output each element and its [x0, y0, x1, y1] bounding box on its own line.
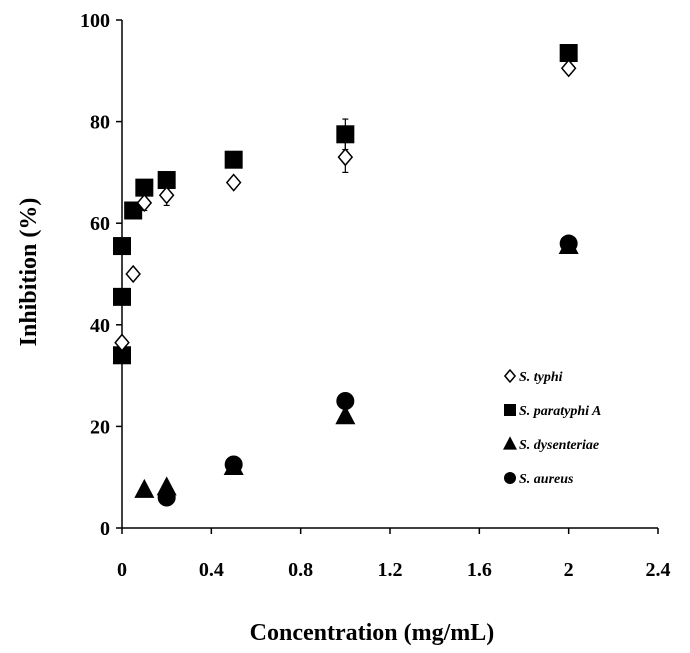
data-point	[125, 264, 141, 284]
y-tick-label: 80	[90, 112, 110, 134]
data-point	[136, 193, 153, 213]
data-point	[157, 171, 176, 190]
series-filled-circle	[157, 234, 578, 507]
data-point	[113, 287, 131, 306]
y-tick-label: 100	[80, 10, 110, 32]
data-marks	[113, 44, 579, 507]
series-filled-square	[113, 44, 578, 365]
data-point	[135, 178, 154, 197]
x-tick-label: 1.6	[467, 559, 492, 581]
data-point	[560, 59, 577, 78]
x-axis-title: Concentration (mg/mL)	[250, 620, 495, 646]
y-tick-label: 0	[100, 518, 110, 540]
data-point	[336, 392, 355, 410]
series-filled-triangle	[134, 235, 579, 498]
data-point	[113, 237, 131, 256]
data-point	[559, 234, 578, 253]
x-tick-label: 0.8	[288, 559, 313, 581]
legend-marker	[504, 472, 516, 484]
legend-label: S. aureus	[519, 472, 574, 487]
data-point	[224, 455, 243, 474]
data-point	[157, 488, 176, 507]
y-axis-ticks: 0 20 40 60 80 100	[80, 10, 122, 540]
x-tick-label: 0.4	[199, 559, 224, 581]
x-tick-label: 2.4	[646, 559, 671, 581]
y-tick-label: 40	[90, 315, 110, 337]
data-point	[224, 150, 243, 169]
legend-label: S. dysenteriae	[519, 438, 599, 453]
data-point	[114, 333, 130, 352]
data-point	[124, 201, 143, 220]
legend-marker	[504, 404, 516, 416]
data-point	[559, 44, 578, 63]
data-point	[225, 173, 242, 192]
x-axis-ticks: 0 0.4 0.8 1.2 1.6 2 2.4	[117, 528, 671, 581]
legend-label: S. typhi	[519, 370, 563, 385]
series-open-diamond	[114, 59, 577, 352]
y-tick-label: 60	[90, 213, 110, 235]
y-axis-title: Inhibition (%)	[16, 198, 42, 347]
data-point	[158, 186, 175, 205]
legend: S. typhi S. paratyphi A S. dysenteriae S. a…	[503, 368, 601, 487]
y-tick-label: 20	[90, 416, 110, 438]
legend-marker	[503, 436, 517, 450]
data-point	[335, 405, 356, 425]
data-point	[336, 125, 355, 144]
data-point	[113, 346, 131, 365]
legend-marker	[503, 368, 517, 384]
data-point	[134, 478, 155, 498]
x-tick-label: 0	[117, 559, 127, 581]
x-tick-label: 1.2	[378, 559, 403, 581]
legend-label: S. paratyphi A	[519, 404, 601, 419]
data-point	[337, 148, 354, 167]
x-tick-label: 2	[564, 559, 574, 581]
